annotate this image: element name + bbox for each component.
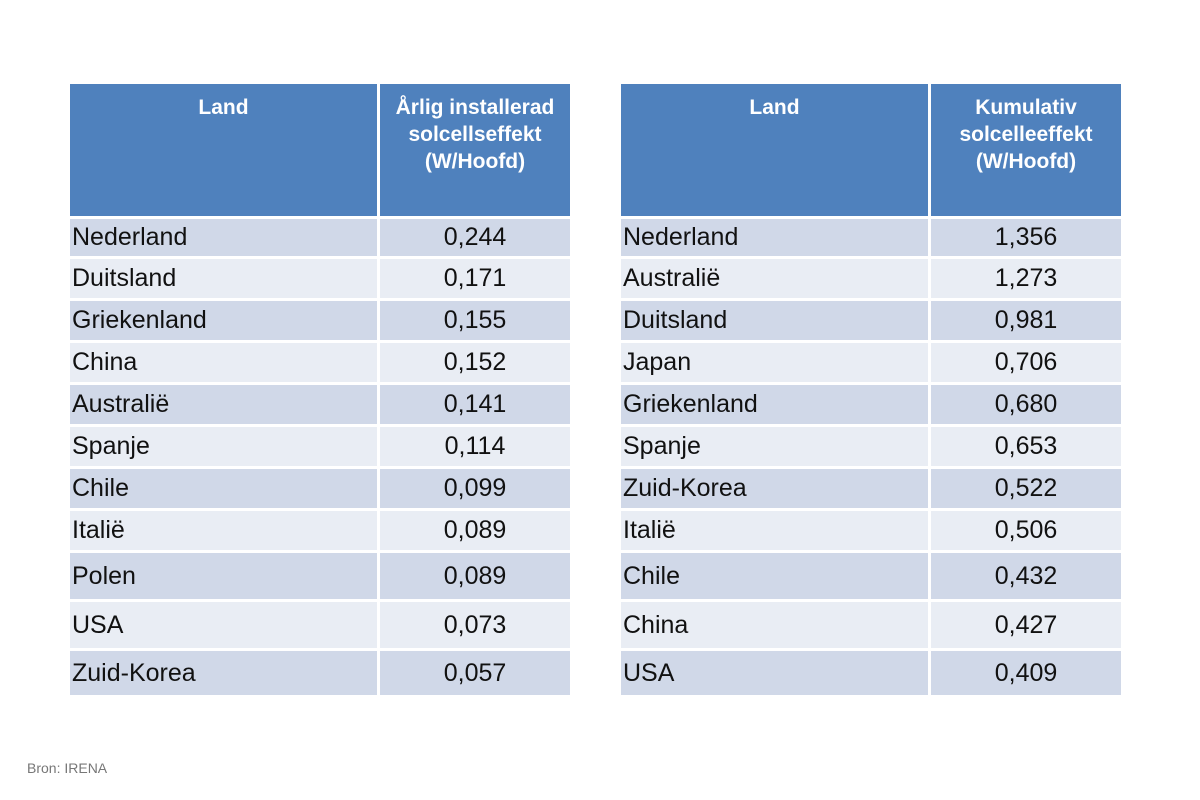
table-row: China 0,152	[70, 343, 570, 385]
country-cell: China	[621, 602, 931, 651]
value-cell: 0,427	[931, 602, 1121, 651]
value-cell: 1,273	[931, 259, 1121, 301]
country-cell: Zuid-Korea	[621, 469, 931, 511]
table-row: China 0,427	[621, 602, 1121, 651]
value-cell: 0,057	[380, 651, 570, 698]
table-row: Nederland 1,356	[621, 219, 1121, 259]
header-row: Land Kumulativ solcelleeffekt (W/Hoofd)	[621, 84, 1121, 219]
table-row: Japan 0,706	[621, 343, 1121, 385]
table-row: Griekenland 0,155	[70, 301, 570, 343]
value-cell: 0,706	[931, 343, 1121, 385]
country-cell: Nederland	[70, 219, 380, 259]
country-cell: Spanje	[621, 427, 931, 469]
table-row: Italië 0,506	[621, 511, 1121, 553]
country-cell: Polen	[70, 553, 380, 602]
country-cell: Australië	[70, 385, 380, 427]
table-row: Duitsland 0,981	[621, 301, 1121, 343]
table-row: Spanje 0,653	[621, 427, 1121, 469]
table-row: Chile 0,099	[70, 469, 570, 511]
country-cell: Griekenland	[70, 301, 380, 343]
country-cell: USA	[70, 602, 380, 651]
country-cell: Griekenland	[621, 385, 931, 427]
country-cell: Chile	[621, 553, 931, 602]
value-cell: 0,432	[931, 553, 1121, 602]
value-cell: 0,653	[931, 427, 1121, 469]
country-cell: China	[70, 343, 380, 385]
value-cell: 0,089	[380, 553, 570, 602]
country-cell: Italië	[70, 511, 380, 553]
country-cell: Zuid-Korea	[70, 651, 380, 698]
source-note: Bron: IRENA	[27, 760, 108, 776]
value-cell: 1,356	[931, 219, 1121, 259]
country-cell: USA	[621, 651, 931, 698]
header-row: Land Årlig installerad solcellseffekt (W…	[70, 84, 570, 219]
country-cell: Nederland	[621, 219, 931, 259]
value-cell: 0,073	[380, 602, 570, 651]
value-cell: 0,981	[931, 301, 1121, 343]
value-cell: 0,409	[931, 651, 1121, 698]
country-cell: Duitsland	[70, 259, 380, 301]
value-cell: 0,522	[931, 469, 1121, 511]
table-row: Australië 1,273	[621, 259, 1121, 301]
country-cell: Chile	[70, 469, 380, 511]
table-row: Nederland 0,244	[70, 219, 570, 259]
country-cell: Duitsland	[621, 301, 931, 343]
value-cell: 0,506	[931, 511, 1121, 553]
table-row: Griekenland 0,680	[621, 385, 1121, 427]
value-cell: 0,089	[380, 511, 570, 553]
country-cell: Spanje	[70, 427, 380, 469]
table-row: Duitsland 0,171	[70, 259, 570, 301]
value-cell: 0,244	[380, 219, 570, 259]
table-row: Polen 0,089	[70, 553, 570, 602]
value-cell: 0,141	[380, 385, 570, 427]
column-header-cumulative-capacity: Kumulativ solcelleeffekt (W/Hoofd)	[931, 84, 1121, 219]
table-row: Zuid-Korea 0,057	[70, 651, 570, 698]
column-header-annual-capacity: Årlig installerad solcellseffekt (W/Hoof…	[380, 84, 570, 219]
annual-capacity-table: Land Årlig installerad solcellseffekt (W…	[70, 84, 570, 698]
value-cell: 0,680	[931, 385, 1121, 427]
column-header-country: Land	[621, 84, 931, 219]
value-cell: 0,099	[380, 469, 570, 511]
value-cell: 0,152	[380, 343, 570, 385]
table-row: Australië 0,141	[70, 385, 570, 427]
table-row: Zuid-Korea 0,522	[621, 469, 1121, 511]
country-cell: Japan	[621, 343, 931, 385]
cumulative-capacity-table: Land Kumulativ solcelleeffekt (W/Hoofd) …	[621, 84, 1121, 698]
value-cell: 0,114	[380, 427, 570, 469]
table-row: Chile 0,432	[621, 553, 1121, 602]
country-cell: Australië	[621, 259, 931, 301]
table-row: USA 0,409	[621, 651, 1121, 698]
country-cell: Italië	[621, 511, 931, 553]
table-row: Italië 0,089	[70, 511, 570, 553]
column-header-country: Land	[70, 84, 380, 219]
table-row: USA 0,073	[70, 602, 570, 651]
value-cell: 0,155	[380, 301, 570, 343]
table-row: Spanje 0,114	[70, 427, 570, 469]
value-cell: 0,171	[380, 259, 570, 301]
